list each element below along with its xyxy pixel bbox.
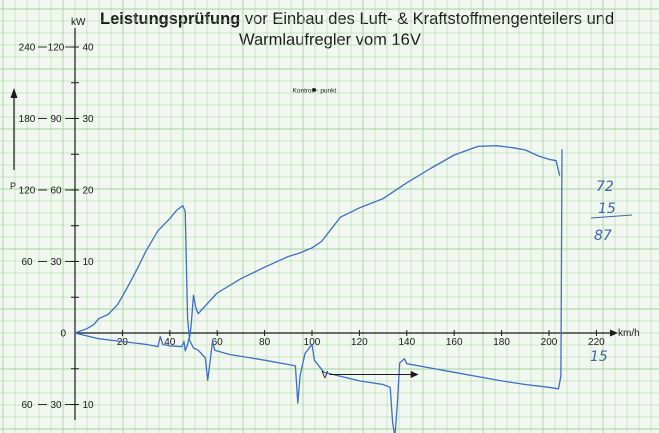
y-tick-label-middle: 90 (50, 114, 62, 125)
power-arrow-up-icon (10, 88, 18, 98)
axes: km/h kW P (10, 17, 640, 420)
y-tick-label-zero: 0 (60, 329, 66, 340)
hand-sum-line (590, 214, 633, 219)
x-axis-arrow-icon (610, 329, 618, 337)
y-tick-label-inner: 10 (82, 257, 94, 268)
hand-value-below: 15 (590, 349, 608, 365)
x-tick-label: 160 (446, 337, 463, 348)
v-arrow-head-icon (410, 370, 419, 378)
curves (74, 145, 563, 433)
x-axis-unit: km/h (618, 328, 640, 339)
handwritten-notes: 72 15 87 15 (590, 179, 633, 365)
y-tick-label-inner: 10 (82, 400, 94, 411)
hand-value-total: 87 (594, 228, 612, 244)
y-axis-label: P (10, 181, 16, 191)
y-tick-label-outer: 240 (19, 43, 36, 54)
x-tick-label: 100 (304, 337, 321, 348)
x-tick-label: 80 (259, 337, 271, 348)
x-tick-label: 220 (588, 337, 605, 348)
title-line2: Warmlaufregler vom 16V (239, 31, 421, 49)
y-tick-label-outer: 60 (21, 400, 33, 411)
y-tick-label-middle: 30 (50, 400, 62, 411)
y-tick-label-inner: 20 (82, 186, 94, 197)
y-tick-label-middle: 60 (50, 186, 62, 197)
x-tick-label: 40 (164, 337, 176, 348)
x-tick-label: 20 (117, 337, 129, 348)
x-tick-label: 120 (351, 337, 368, 348)
control-point-marker (312, 88, 317, 92)
hand-value-a: 72 (596, 179, 614, 195)
x-tick-label: 140 (398, 337, 415, 348)
y-tick-label-middle: 30 (50, 257, 62, 268)
v-arrow-label: V (321, 370, 328, 381)
title-rest: vor Einbau des Luft- & Kraftstoffmengent… (240, 10, 615, 28)
annotations: Kontroll - punkt V (293, 87, 419, 381)
y-tick-label-outer: 60 (21, 257, 33, 268)
data-curve-2 (74, 149, 563, 433)
hand-value-b: 15 (598, 201, 616, 217)
y-tick-label-middle: 120 (48, 43, 65, 54)
y-axis-unit: kW (71, 17, 86, 28)
y-tick-label-inner: 40 (82, 43, 94, 54)
y-tick-label-inner: 30 (82, 114, 94, 125)
y-tick-label-outer: 180 (19, 114, 36, 125)
y-tick-label-outer: 120 (19, 186, 36, 197)
data-curve-1 (74, 145, 561, 340)
x-tick-label: 200 (541, 337, 558, 348)
x-tick-label: 180 (493, 337, 510, 348)
x-tick-label: 60 (212, 337, 224, 348)
